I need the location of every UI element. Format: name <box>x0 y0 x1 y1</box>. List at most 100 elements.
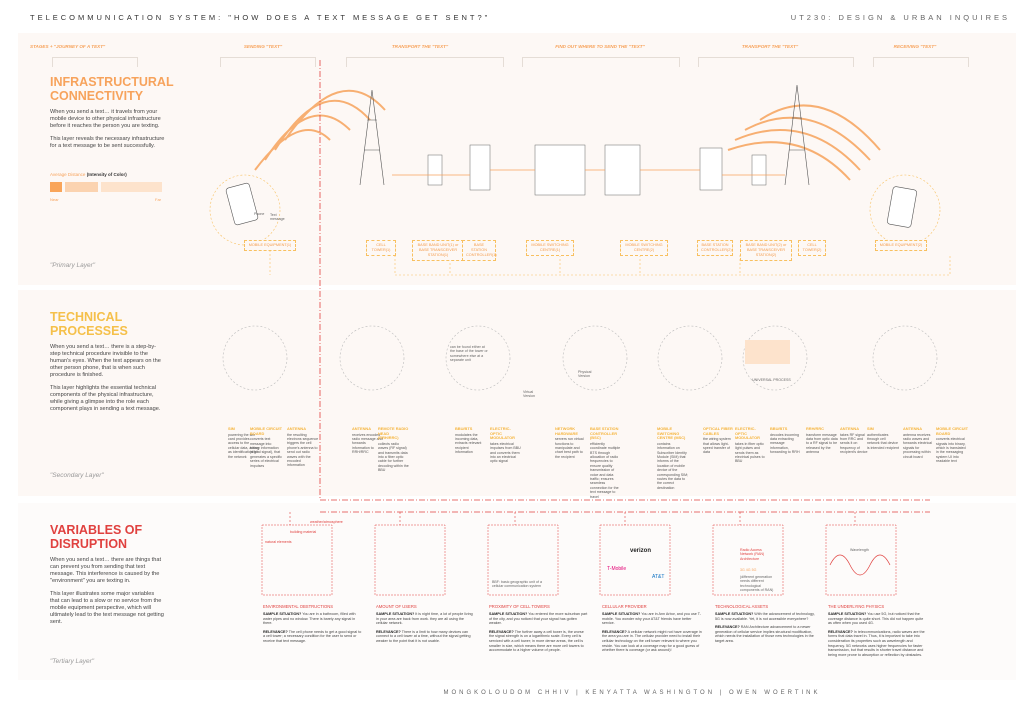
tertiary-text-1: When you send a text… there are things t… <box>50 557 162 584</box>
legend-far: Far <box>155 197 161 202</box>
sample-situation: SAMPLE SITUATION? You use 5G, but notice… <box>828 612 924 626</box>
technical-item: BBU/BTS modulates the incoming data, extr… <box>455 426 487 455</box>
virtual-version-label: Virtual Version <box>523 390 535 399</box>
technical-item-title: ELECTRIC-OPTIC MODULATOR <box>735 426 760 441</box>
primary-intro: INFRASTRUCTURAL CONNECTIVITY When you sen… <box>50 75 174 202</box>
stage-bracket <box>698 57 854 67</box>
technical-item: ELECTRIC-OPTIC MODULATOR takes in fiber o… <box>735 426 767 464</box>
technical-item: SIM powering the sim card provides access… <box>228 426 260 459</box>
component-mobile-equipment-2: MOBILE EQUIPMENT(2) <box>875 240 927 251</box>
dashed-connector <box>209 174 951 276</box>
relevance: RELEVANCE? In telecommunications, radio … <box>828 629 925 657</box>
relevance: RELEVANCE? The cell phone needs to get a… <box>263 629 362 643</box>
phone-icon <box>225 182 917 228</box>
technical-item-title: RRH/RRC <box>806 426 824 431</box>
building-icon <box>427 144 767 196</box>
technical-item-desc: authenticates through cell network that … <box>867 432 899 450</box>
disruption-item: CELLULAR PROVIDER SAMPLE SITUATION? You a… <box>602 604 702 657</box>
technical-item: REMOTE RADIO HEAD (RRH/RRC) collects radi… <box>378 426 410 473</box>
secondary-layer-panel <box>18 290 1016 496</box>
technical-item: NETWORK HARDWARE servers run virtual func… <box>555 426 587 459</box>
disruption-item: ENVIRONMENTAL OBSTRUCTIONS SAMPLE SITUATI… <box>263 604 363 648</box>
stage-sending: SENDING "TEXT" <box>243 44 283 49</box>
technical-item-desc: converts electrical signals into binary,… <box>936 437 966 464</box>
secondary-text-1: When you send a text… there is a step-by… <box>50 344 161 378</box>
ran-label: Radio Access Network (RAN) Architecture <box>740 548 765 561</box>
wavelength-label: Wavelength <box>850 548 869 552</box>
component-bbu-1: BASE BAND UNIT(1) or BASE TRANSCEIVER ST… <box>412 240 464 261</box>
component-bsc-2: BASE STATION CONTROLLER(2) <box>697 240 733 256</box>
stage-bracket <box>346 57 504 67</box>
technical-item-desc: the resulting electrons sequence trigger… <box>287 432 319 468</box>
technical-item: MOBILE CIRCUIT BOARD converts electrical … <box>936 426 968 464</box>
process-circle <box>222 325 938 391</box>
universal-process-label: UNIVERSAL PROCESS <box>752 378 791 382</box>
cell-tower-icon <box>359 84 810 186</box>
att-logo: AT&T <box>652 574 665 580</box>
poster-title: TELECOMMUNICATION SYSTEM: "HOW DOES A TE… <box>30 13 491 22</box>
component-msc-1: MOBILE SWITCHING CENTRE(1) <box>526 240 574 256</box>
technical-item-title: SIM <box>228 426 235 431</box>
generations-label: 3G 4G 5G <box>740 568 757 572</box>
technical-item-title: NETWORK HARDWARE <box>555 426 578 436</box>
technical-item-title: OPTICAL FIBER CABLES <box>703 426 733 436</box>
authors-footer: MONGKOLOUDOM CHHIV | KENYATTA WASHINGTON… <box>443 690 821 696</box>
component-cell-tower-2: CELL TOWER(2) <box>798 240 826 256</box>
sample-situation: SAMPLE SITUATION? You are in a bathroom,… <box>263 612 356 626</box>
sample-situation: SAMPLE SITUATION? You entered the more s… <box>489 612 588 626</box>
tertiary-title: VARIABLES OF DISRUPTION <box>50 523 143 551</box>
technical-item-title: SIM <box>867 426 874 431</box>
disruption-item: AMOUNT OF USERS SAMPLE SITUATION? It is n… <box>376 604 476 648</box>
technical-item-desc: receives encoded radio message and forwa… <box>352 432 383 455</box>
component-mobile-equipment-1: MOBILE EQUIPMENT(1) <box>244 240 296 251</box>
disruption-title: AMOUNT OF USERS <box>376 604 417 609</box>
technical-item: BBU/BTS decodes incoming data extracting … <box>770 426 802 455</box>
primary-title: INFRASTRUCTURAL CONNECTIVITY <box>50 75 174 103</box>
technical-item-title: MOBILE SWITCHING CENTRE (MSC) <box>657 426 686 441</box>
technical-item-desc: efficiently coordinate multiple BTS thro… <box>590 441 621 499</box>
sample-situation: SAMPLE SITUATION? You are in Ann Arbor, … <box>602 612 702 626</box>
technical-item-title: ANTENNA <box>840 426 860 431</box>
technical-item-title: BASE STATION CONTROLLER (BSC) <box>590 426 619 441</box>
disruption-item: PROXIMITY OF CELL TOWERS SAMPLE SITUATION… <box>489 604 589 657</box>
secondary-text-2: This layer highlights the essential tech… <box>50 385 161 412</box>
relevance: RELEVANCE? The further away a cell tower… <box>489 629 584 653</box>
primary-layer-label: "Primary Layer" <box>50 262 96 269</box>
natural-elements-label: natural elements <box>265 540 292 544</box>
technical-item: ELECTRIC-OPTIC MODULATOR takes electrical… <box>490 426 522 464</box>
weather-label: weather/atmosphere <box>310 520 343 524</box>
building-material-label: building material <box>290 530 317 534</box>
disruption-line <box>320 499 930 513</box>
radio-waves-icon <box>254 89 881 181</box>
technical-item-desc: takes RF signal from RRC and sends it on… <box>840 432 868 455</box>
arrows-icon <box>745 340 790 364</box>
secondary-title: TECHNICAL PROCESSES <box>50 310 128 338</box>
technical-item-desc: takes electrical impulses from BBU and c… <box>490 441 521 464</box>
technical-item: ANTENNA receives encoded radio message an… <box>352 426 384 455</box>
relevance: RELEVANCE? RAN Architecture advancement … <box>715 625 814 643</box>
stage-bracket <box>873 57 969 67</box>
component-msc-2: MOBILE SWITCHING CENTRE(2) <box>620 240 668 256</box>
technical-item-title: REMOTE RADIO HEAD (RRH/RRC) <box>378 426 409 441</box>
sample-situation: SAMPLE SITUATION? With the advancement o… <box>715 612 815 621</box>
technical-item: BASE STATION CONTROLLER (BSC) efficiently… <box>590 426 622 499</box>
wavelength-icon <box>829 554 891 576</box>
secondary-intro: TECHNICAL PROCESSES When you send a text…… <box>50 310 165 413</box>
technical-item-desc: decodes incoming data extracting message… <box>770 432 800 455</box>
legend-label: Average Distance <box>50 172 86 177</box>
technical-item-desc: modulates the incoming data, extracts re… <box>455 432 482 455</box>
disruption-item: THE UNDERLYING PHYSICS SAMPLE SITUATION? … <box>828 604 928 661</box>
bbu-note: can be found either at the base of the t… <box>450 345 488 363</box>
technical-item-desc: collects radio waves (RF signal) and tra… <box>378 441 409 473</box>
technical-item-desc: antenna receives radio waves and forward… <box>903 432 932 459</box>
text-message-label: Text message <box>270 213 285 222</box>
stage-transport-1: TRANSPORT THE "TEXT" <box>391 44 449 49</box>
sample-situation: SAMPLE SITUATION? It is night time, a lo… <box>376 612 473 626</box>
distance-legend <box>50 182 174 192</box>
relevance: RELEVANCE? There is a limit to how many … <box>376 629 471 643</box>
verizon-logo: verizon <box>630 548 652 554</box>
technical-item-desc: the wiring system that allows light-spee… <box>703 437 731 455</box>
disruption-title: TECHNOLOGICAL ASSETS <box>715 604 769 609</box>
disruption-item: TECHNOLOGICAL ASSETS SAMPLE SITUATION? Wi… <box>715 604 815 648</box>
